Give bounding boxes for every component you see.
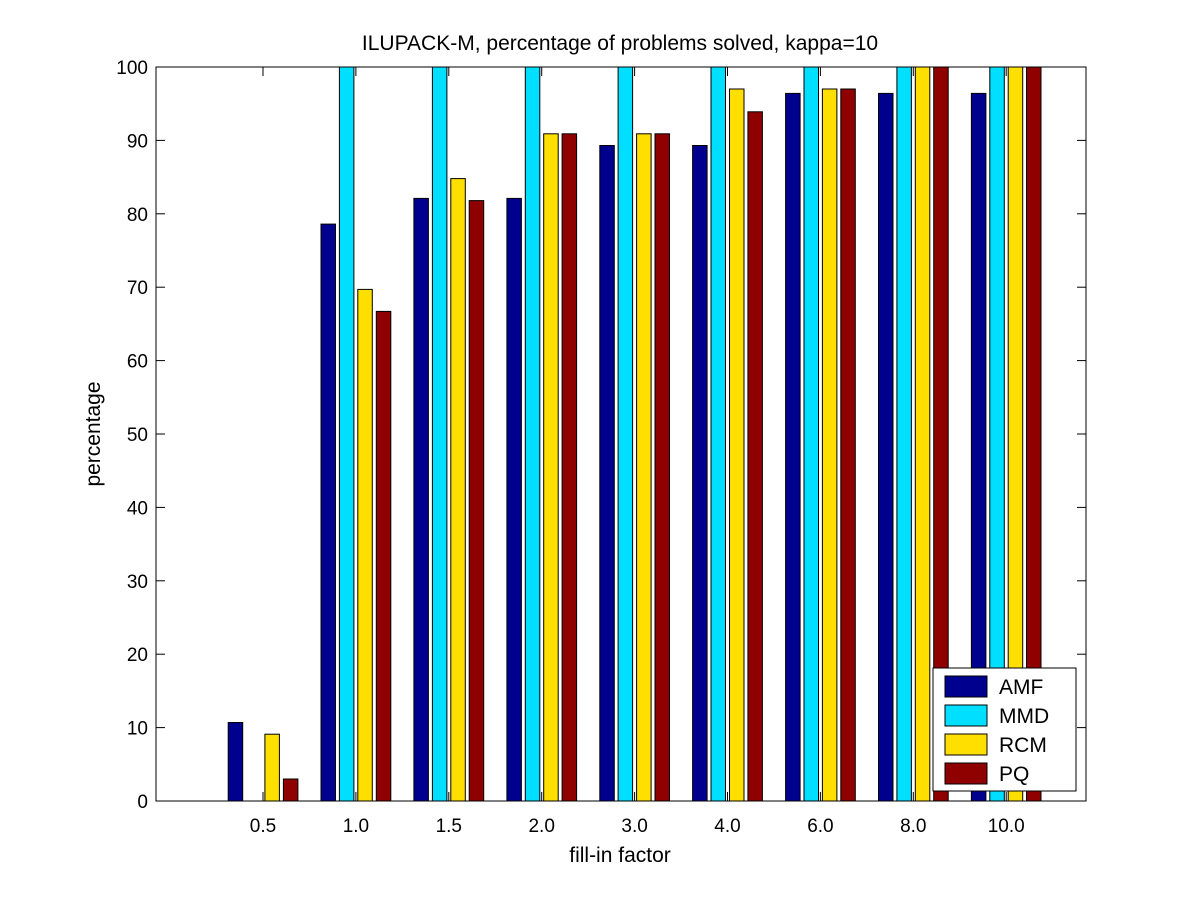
legend-label-amf: AMF: [999, 676, 1043, 699]
bar-pq-4.0: [747, 111, 763, 802]
bar-amf-3.0: [599, 145, 615, 802]
bar-amf-0.5: [227, 722, 244, 802]
y-tick-label: 80: [127, 205, 148, 226]
y-tick-label: 90: [127, 131, 148, 152]
y-tick-label: 100: [116, 58, 148, 79]
y-axis-ticks: 0 10 20 30 40 50 60 70 80 90 100: [116, 58, 1086, 813]
bar-rcm-6.0: [821, 88, 838, 802]
legend-label-rcm: RCM: [999, 734, 1047, 757]
x-axis-label: fill-in factor: [569, 844, 671, 867]
x-tick-label: 0.5: [250, 816, 276, 837]
bar-amf-8.0: [878, 92, 894, 802]
bar-mmd-1.5: [431, 66, 448, 802]
legend-swatch-rcm: [944, 733, 988, 756]
bar-amf-4.0: [692, 145, 708, 802]
bar-pq-1.5: [468, 200, 485, 802]
bar-amf-2.0: [506, 197, 522, 802]
bar-amf-1.5: [413, 197, 429, 802]
x-tick-label: 1.0: [343, 816, 369, 837]
legend-swatch-amf: [944, 675, 988, 698]
bar-mmd-3.0: [617, 66, 634, 802]
legend-swatch-pq: [944, 762, 988, 785]
legend-label-mmd: MMD: [999, 705, 1049, 728]
y-tick-label: 30: [127, 572, 148, 593]
legend-label-pq: PQ: [999, 763, 1029, 786]
bar-rcm-0.5: [264, 733, 280, 802]
bar-pq-3.0: [654, 133, 670, 802]
y-tick-label: 50: [127, 425, 148, 446]
legend-swatch-mmd: [944, 704, 988, 727]
y-tick-label: 0: [137, 792, 148, 813]
x-tick-label: 3.0: [621, 816, 647, 837]
x-tick-label: 2.0: [528, 816, 554, 837]
bar-rcm-8.0: [914, 66, 931, 802]
bar-rcm-1.0: [357, 288, 373, 802]
bar-pq-0.5: [282, 778, 299, 802]
x-tick-label: 4.0: [714, 816, 740, 837]
x-axis-ticks: 0.5 1.0 1.5 2.0 3.0 4.0 6.0 8.0 10.0: [250, 67, 1025, 837]
y-tick-label: 40: [127, 498, 148, 519]
bar-rcm-4.0: [729, 88, 745, 802]
bar-amf-6.0: [785, 92, 801, 802]
bar-mmd-8.0: [896, 66, 912, 802]
bars-layer: [227, 66, 1042, 802]
x-tick-label: 8.0: [900, 816, 926, 837]
chart-title: ILUPACK-M, percentage of problems solved…: [362, 32, 878, 55]
legend: AMF MMD RCM PQ: [932, 667, 1077, 792]
bar-mmd-2.0: [524, 66, 541, 802]
bar-rcm-3.0: [636, 133, 652, 802]
y-tick-label: 70: [127, 278, 148, 299]
y-tick-label: 60: [127, 352, 148, 373]
bar-pq-2.0: [561, 133, 578, 802]
bar-mmd-1.0: [338, 66, 355, 802]
bar-rcm-2.0: [543, 133, 559, 802]
x-tick-label: 1.5: [436, 816, 462, 837]
x-tick-label: 10.0: [988, 816, 1025, 837]
y-tick-label: 20: [127, 645, 148, 666]
bar-mmd-6.0: [803, 66, 819, 802]
y-tick-label: 10: [127, 719, 148, 740]
bar-mmd-4.0: [710, 66, 726, 802]
y-axis-label: percentage: [82, 381, 105, 486]
bar-pq-1.0: [375, 310, 392, 802]
bar-rcm-1.5: [450, 178, 466, 802]
x-tick-label: 6.0: [807, 816, 833, 837]
bar-pq-6.0: [840, 88, 856, 802]
bar-amf-1.0: [320, 223, 336, 802]
